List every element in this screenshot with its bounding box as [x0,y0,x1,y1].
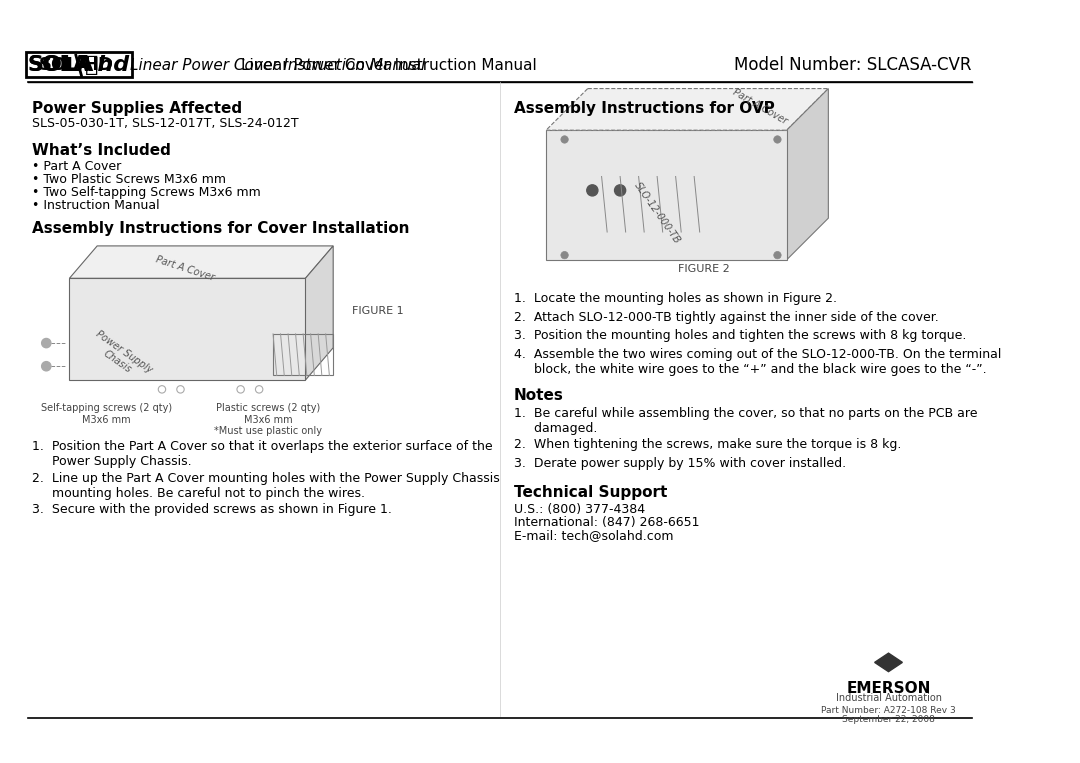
Circle shape [773,136,781,143]
Text: International: (847) 268-6651: International: (847) 268-6651 [514,516,699,530]
Text: 2.  Line up the Part A Cover mounting holes with the Power Supply Chassis
     m: 2. Line up the Part A Cover mounting hol… [32,472,500,500]
Circle shape [615,185,625,196]
Text: 3.  Secure with the provided screws as shown in Figure 1.: 3. Secure with the provided screws as sh… [32,504,392,517]
Polygon shape [546,89,828,130]
Text: U.S.: (800) 377-4384: U.S.: (800) 377-4384 [514,504,645,517]
Text: SOLA: SOLA [28,56,94,76]
Text: September 22, 2008: September 22, 2008 [842,715,935,724]
Text: What’s Included: What’s Included [32,143,172,158]
Circle shape [561,252,568,259]
Text: Notes: Notes [514,388,564,404]
Text: 1.  Position the Part A Cover so that it overlaps the exterior surface of the
  : 1. Position the Part A Cover so that it … [32,440,492,468]
Text: Part A Cover: Part A Cover [731,88,789,127]
Bar [69,278,306,380]
Text: • Two Self-tapping Screws M3x6 mm: • Two Self-tapping Screws M3x6 mm [32,185,261,198]
Circle shape [561,136,568,143]
Text: Part Number: A272-108 Rev 3: Part Number: A272-108 Rev 3 [821,706,956,715]
Text: • Part A Cover: • Part A Cover [32,159,122,173]
Text: SOLA: SOLA [39,56,93,75]
Text: Power Supply
Chasis: Power Supply Chasis [86,329,153,385]
Bar [546,130,786,259]
Text: EMERSON: EMERSON [847,681,931,696]
Text: Power Supplies Affected: Power Supplies Affected [32,101,243,116]
Text: ⧼hd: ⧼hd [85,56,131,76]
Text: 2.  Attach SLO-12-000-TB tightly against the inner side of the cover.: 2. Attach SLO-12-000-TB tightly against … [514,311,939,324]
Text: HD: HD [83,56,113,75]
Text: E-mail: tech@solahd.com: E-mail: tech@solahd.com [514,529,673,542]
Text: Assembly Instructions for OVP: Assembly Instructions for OVP [514,101,774,116]
Text: FIGURE 1: FIGURE 1 [352,306,403,316]
Text: Linear Power Cover Instruction Manual: Linear Power Cover Instruction Manual [130,58,426,73]
Text: Part A Cover: Part A Cover [154,255,216,283]
Polygon shape [786,89,828,259]
Bar [273,334,334,375]
Text: 3.  Position the mounting holes and tighten the screws with 8 kg torque.: 3. Position the mounting holes and tight… [514,329,966,343]
Polygon shape [306,246,334,380]
Text: 4.  Assemble the two wires coming out of the SLO-12-000-TB. On the terminal
    : 4. Assemble the two wires coming out of … [514,348,1001,375]
Text: SLO-12-000-TB: SLO-12-000-TB [632,181,683,246]
Text: Industrial Automation: Industrial Automation [836,693,942,703]
Text: Linear Power Cover Instruction Manual: Linear Power Cover Instruction Manual [241,58,537,73]
Text: Technical Support: Technical Support [514,485,667,500]
Text: • Instruction Manual: • Instruction Manual [32,198,160,211]
Text: Plastic screws (2 qty)
M3x6 mm
*Must use plastic only: Plastic screws (2 qty) M3x6 mm *Must use… [215,404,323,436]
Text: 1.  Locate the mounting holes as shown in Figure 2.: 1. Locate the mounting holes as shown in… [514,292,837,305]
Text: 2.  When tightening the screws, make sure the torque is 8 kg.: 2. When tightening the screws, make sure… [514,439,901,452]
Text: Model Number: SLCASA-CVR: Model Number: SLCASA-CVR [734,56,972,75]
Text: 3.  Derate power supply by 15% with cover installed.: 3. Derate power supply by 15% with cover… [514,457,846,470]
Text: SOLA: SOLA [28,56,90,76]
Circle shape [42,362,51,371]
Text: Self-tapping screws (2 qty)
M3x6 mm: Self-tapping screws (2 qty) M3x6 mm [41,404,172,425]
Bar [26,53,133,76]
Circle shape [586,185,598,196]
Text: SLS-05-030-1T, SLS-12-017T, SLS-24-012T: SLS-05-030-1T, SLS-12-017T, SLS-24-012T [32,118,299,130]
Text: Assembly Instructions for Cover Installation: Assembly Instructions for Cover Installa… [32,221,410,236]
Text: • Two Plastic Screws M3x6 mm: • Two Plastic Screws M3x6 mm [32,172,227,186]
Circle shape [42,339,51,348]
Text: FIGURE 2: FIGURE 2 [677,264,729,274]
Text: 1.  Be careful while assembling the cover, so that no parts on the PCB are
     : 1. Be careful while assembling the cover… [514,407,977,435]
Polygon shape [69,246,334,278]
Circle shape [773,252,781,259]
Polygon shape [875,653,903,671]
